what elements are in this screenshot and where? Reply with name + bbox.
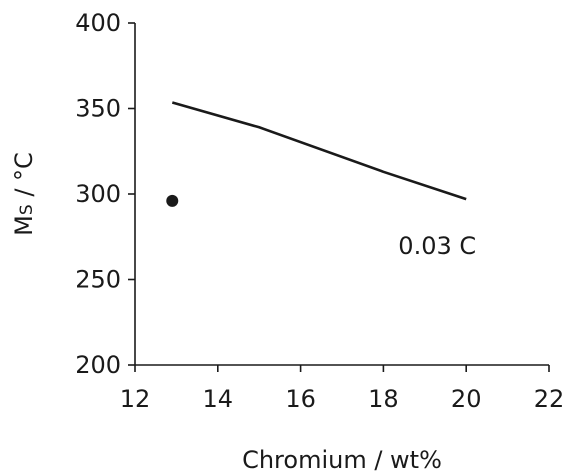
x-tick-label-16: 16: [285, 385, 316, 413]
y-tick-label-200: 200: [75, 351, 121, 379]
series-line-0: [171, 101, 467, 201]
y-axis-label: MS / °C: [10, 152, 38, 236]
y-tick-label-300: 300: [75, 180, 121, 208]
data-point-1-0: [166, 194, 179, 207]
y-axis-label-main: M: [10, 215, 38, 236]
x-axis: 12 14 16 18 20 22: [120, 365, 565, 413]
y-tick-label-400: 400: [75, 9, 121, 37]
x-tick-label-12: 12: [120, 385, 151, 413]
x-tick-label-14: 14: [203, 385, 234, 413]
x-tick-label-20: 20: [451, 385, 482, 413]
annotation-label-0: 0.03 C: [398, 232, 476, 260]
annotation-layer: 0.03 C: [398, 232, 476, 260]
y-axis-label-unit: / °C: [10, 152, 38, 204]
y-tick-label-250: 250: [75, 266, 121, 294]
plot-area: [134, 23, 549, 366]
x-axis-label: Chromium / wt%: [242, 446, 442, 472]
y-axis: 200 250 300 350 400: [75, 9, 135, 379]
y-tick-label-350: 350: [75, 95, 121, 123]
x-tick-label-18: 18: [368, 385, 399, 413]
series-layer: [166, 101, 467, 207]
y-axis-label-subscript: S: [17, 204, 37, 215]
x-tick-label-22: 22: [534, 385, 565, 413]
